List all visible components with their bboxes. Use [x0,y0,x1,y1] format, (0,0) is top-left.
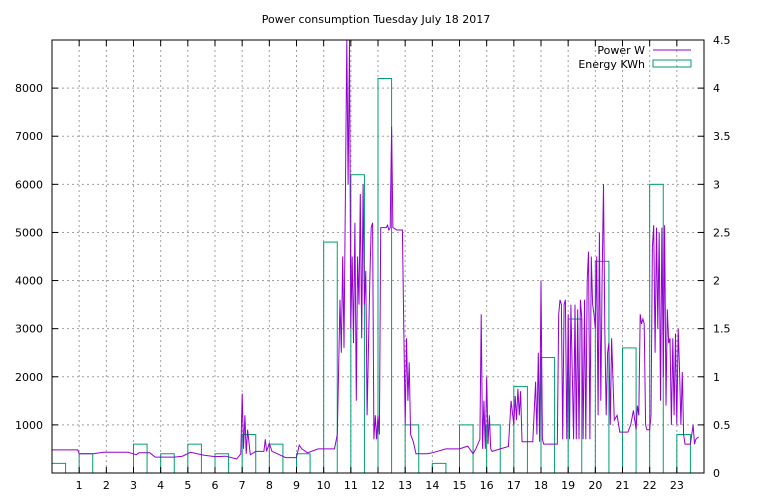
energy-bar [676,434,691,474]
energy-bar [133,443,148,474]
y-right-tick-label: 2 [713,275,720,288]
x-tick-label: 19 [561,479,575,492]
y-left-tick-label: 4000 [15,275,43,288]
x-tick-label: 2 [103,479,110,492]
x-tick-label: 3 [130,479,137,492]
y-right-tick-label: 4 [713,82,720,95]
x-tick-label: 22 [643,479,657,492]
chart-title: Power consumption Tuesday July 18 2017 [262,13,491,26]
energy-bar [296,453,311,474]
x-tick-label: 5 [184,479,191,492]
x-tick-label: 20 [588,479,602,492]
y-left-tick-label: 7000 [15,130,43,143]
energy-bar [622,347,637,474]
legend-label-power: Power W [597,44,645,57]
y-left-tick-label: 8000 [15,82,43,95]
x-tick-label: 10 [317,479,331,492]
x-tick-label: 11 [344,479,358,492]
x-tick-label: 6 [212,479,219,492]
power-line [52,39,699,460]
y-right-tick-label: 2.5 [713,226,731,239]
energy-bar [323,241,338,474]
y-right-tick-label: 3 [713,178,720,191]
x-tick-label: 8 [266,479,273,492]
x-tick-label: 15 [453,479,467,492]
energy-bar [540,357,556,474]
power-series [52,39,699,460]
energy-bar [78,453,94,474]
y-right-tick-label: 1.5 [713,323,731,336]
x-tick-label: 7 [239,479,246,492]
x-tick-label: 1 [76,479,83,492]
legend: Power W Energy KWh [578,44,692,71]
axis-ticks: 1 2 3 4 5 6 7 8 9 10 11 12 13 14 15 16 17 18 19 20 21 22 23100… [15,34,731,492]
energy-series [51,77,691,474]
y-right-tick-label: 0 [713,467,720,480]
energy-bar [51,462,67,474]
x-tick-label: 21 [616,479,630,492]
x-tick-label: 16 [480,479,494,492]
y-left-tick-label: 5000 [15,226,43,239]
x-tick-label: 4 [157,479,164,492]
legend-label-energy: Energy KWh [578,58,645,71]
x-tick-label: 9 [293,479,300,492]
energy-bar [187,443,202,474]
x-tick-label: 17 [507,479,521,492]
x-tick-label: 13 [398,479,412,492]
y-left-tick-label: 3000 [15,323,43,336]
x-tick-label: 12 [371,479,385,492]
x-tick-label: 23 [670,479,684,492]
legend-swatch-energy [652,59,692,68]
y-left-tick-label: 1000 [15,419,43,432]
energy-bar [459,424,474,474]
y-right-tick-label: 3.5 [713,130,731,143]
y-right-tick-label: 0.5 [713,419,731,432]
x-tick-label: 14 [425,479,439,492]
energy-bar [431,462,447,474]
energy-bar [404,424,420,474]
y-left-tick-label: 2000 [15,371,43,384]
y-right-tick-label: 4.5 [713,34,731,47]
y-right-tick-label: 1 [713,371,720,384]
x-tick-label: 18 [534,479,548,492]
y-left-tick-label: 6000 [15,178,43,191]
